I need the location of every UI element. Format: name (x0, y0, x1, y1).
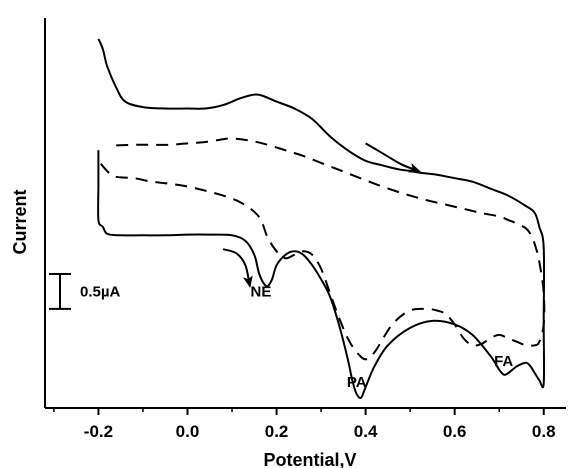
scan-arrows (222, 142, 421, 289)
series-line-1 (97, 150, 546, 399)
scale-bar-label: 0.5µA (80, 283, 120, 300)
series-line-2 (97, 137, 546, 361)
annotation-pa: PA (347, 374, 367, 391)
x-tick-label: 0.8 (532, 422, 556, 441)
series-line-0 (97, 38, 420, 173)
annotation-ne: NE (251, 284, 272, 301)
x-tick-label: 0.6 (443, 422, 467, 441)
scan-arrow-1 (222, 248, 253, 289)
x-ticks (53, 408, 545, 415)
scan-arrow-0 (365, 142, 421, 173)
x-tick-label: 0.4 (354, 422, 378, 441)
scale-bar: 0.5µA (49, 273, 120, 310)
x-tick-label: -0.2 (84, 422, 113, 441)
x-tick-label: 0.0 (176, 422, 200, 441)
x-axis-title: Potential,V (263, 450, 356, 468)
x-tick-label: 0.2 (265, 422, 289, 441)
x-tick-labels: -0.2 0.0 0.2 0.4 0.6 0.8 (84, 422, 556, 441)
series-group (97, 38, 546, 399)
annotation-fa: FA (494, 353, 513, 370)
y-axis-title: Current (10, 189, 30, 254)
